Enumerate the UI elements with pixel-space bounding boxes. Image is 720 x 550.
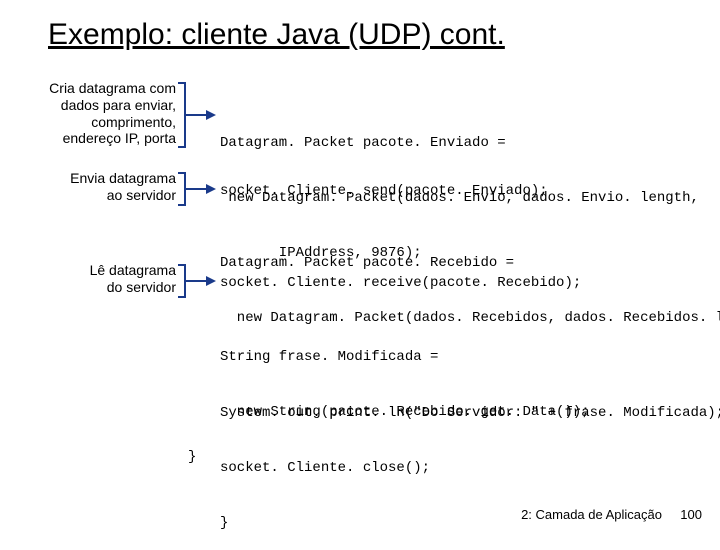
arrow-head-icon (206, 276, 216, 286)
code-line: String frase. Modificada = (220, 348, 590, 366)
annotation-line: do servidor (26, 279, 176, 296)
code-closing-brace: } (188, 448, 196, 466)
slide-title: Exemplo: cliente Java (UDP) cont. (48, 18, 505, 52)
bracket-icon (178, 172, 186, 206)
annotation-line: Lê datagrama (26, 262, 176, 279)
annotation-receive-datagram: Lê datagrama do servidor (26, 262, 176, 296)
code-line: socket. Cliente. close(); (220, 459, 720, 477)
code-line: System. out. print. ln("Do Servidor: " +… (220, 404, 720, 422)
bracket-icon (178, 82, 186, 148)
arrow-line-icon (186, 188, 208, 190)
footer-page-number: 100 (680, 507, 702, 522)
code-line: Datagram. Packet pacote. Enviado = (220, 134, 699, 152)
footer-chapter: 2: Camada de Aplicação (521, 507, 662, 522)
arrow-head-icon (206, 110, 216, 120)
code-println-close: System. out. print. ln("Do Servidor: " +… (220, 368, 720, 550)
annotation-send-datagram: Envia datagrama ao servidor (26, 170, 176, 204)
annotation-line: Cria datagrama com (6, 80, 176, 97)
annotation-line: comprimento, (6, 114, 176, 131)
arrow-head-icon (206, 184, 216, 194)
code-receive: socket. Cliente. receive(pacote. Recebid… (220, 274, 581, 292)
arrow-line-icon (186, 114, 208, 116)
annotation-create-datagram: Cria datagrama com dados para enviar, co… (6, 80, 176, 147)
annotation-line: Envia datagrama (26, 170, 176, 187)
annotation-line: dados para enviar, (6, 97, 176, 114)
arrow-line-icon (186, 280, 208, 282)
code-line: Datagram. Packet pacote. Recebido = (220, 254, 720, 272)
annotation-line: endereço IP, porta (6, 130, 176, 147)
bracket-icon (178, 264, 186, 298)
code-send: socket. Cliente. send(pacote. Enviado); (220, 182, 548, 200)
annotation-line: ao servidor (26, 187, 176, 204)
